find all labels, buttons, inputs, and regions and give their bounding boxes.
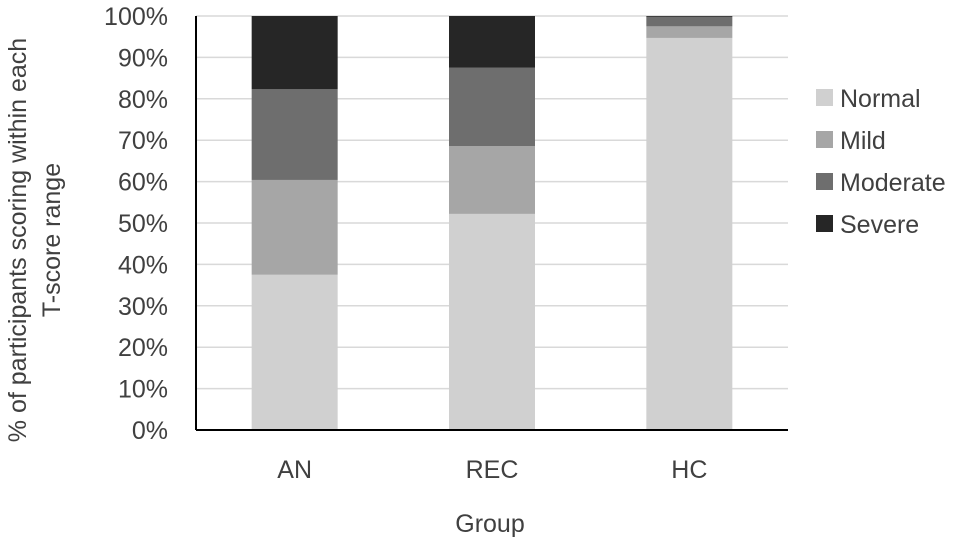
- y-tick-label: 60%: [118, 169, 168, 197]
- bar-segment: [251, 89, 338, 180]
- y-tick-label: 80%: [118, 86, 168, 114]
- axes: [195, 16, 788, 431]
- bar-segment: [449, 145, 535, 214]
- x-tick-labels: AN REC HC: [277, 456, 707, 484]
- x-axis-title: Group: [455, 510, 524, 538]
- y-axis-title-line-2: T-score range: [38, 163, 66, 317]
- y-tick-label: 0%: [132, 417, 168, 445]
- bar-segment: [251, 179, 338, 275]
- bars: [251, 16, 733, 430]
- y-tick-labels: 0% 10% 20% 30% 40% 50% 60% 70% 80% 90% 100%: [104, 3, 168, 445]
- y-tick-label: 50%: [118, 210, 168, 238]
- bar-segment: [449, 67, 535, 146]
- y-tick-label: 10%: [118, 376, 168, 404]
- legend-label: Moderate: [840, 169, 946, 197]
- y-tick-label: 20%: [118, 334, 168, 362]
- y-tick-label: 90%: [118, 44, 168, 72]
- x-tick-label: HC: [671, 456, 707, 484]
- bar-segment: [646, 16, 733, 27]
- legend-swatch: [816, 131, 833, 148]
- bar-segment: [449, 213, 535, 430]
- x-tick-label: REC: [466, 456, 519, 484]
- legend-label: Mild: [840, 127, 886, 155]
- y-tick-label: 30%: [118, 293, 168, 321]
- bar-segment: [251, 16, 338, 90]
- x-tick-label: AN: [277, 456, 312, 484]
- legend-label: Severe: [840, 211, 919, 239]
- y-tick-label: 100%: [104, 3, 168, 31]
- y-axis-title-line-1: % of participants scoring within each: [4, 38, 32, 442]
- legend-swatch: [816, 173, 833, 190]
- legend-label: Normal: [840, 85, 921, 113]
- bar-segment: [646, 37, 733, 430]
- bar-segment: [449, 16, 535, 68]
- bar-segment: [646, 16, 733, 17]
- bar-segment: [646, 26, 733, 38]
- y-tick-label: 70%: [118, 127, 168, 155]
- bar-segment: [251, 274, 338, 430]
- legend: Normal Mild Moderate Severe: [816, 85, 946, 239]
- y-tick-label: 40%: [118, 251, 168, 279]
- legend-swatch: [816, 89, 833, 106]
- legend-swatch: [816, 215, 833, 232]
